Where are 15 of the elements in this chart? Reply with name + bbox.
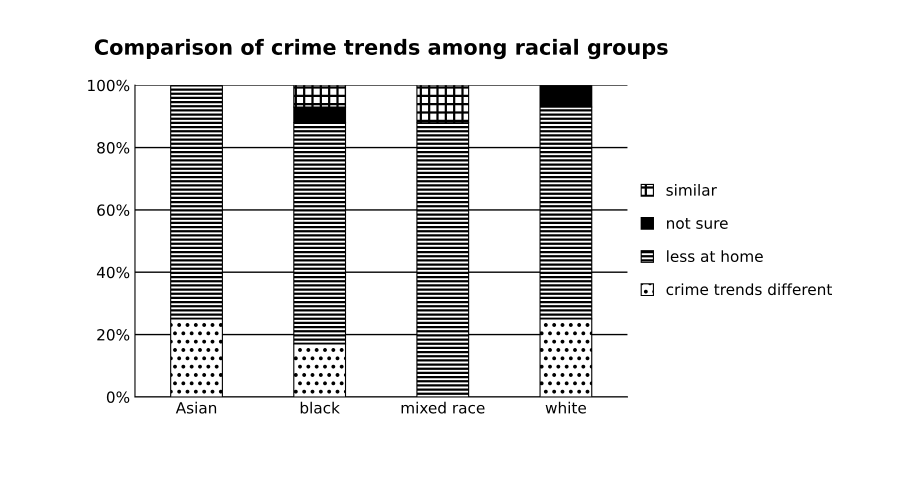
x-tick-label: Asian [176, 402, 216, 414]
x-tick-label: black [300, 402, 340, 414]
y-tick-label: 0% [106, 391, 130, 403]
y-tick-label: 60% [97, 204, 130, 216]
y-tick-label: 80% [97, 142, 130, 154]
y-tick-label: 100% [88, 80, 130, 92]
legend-label: less at home [667, 250, 763, 262]
y-tick-label: 20% [97, 329, 130, 341]
x-tick-label: white [546, 402, 586, 414]
legend-label: crime trends different [666, 283, 832, 296]
y-tick-label: 40% [96, 266, 130, 278]
legend-label: not sure [667, 218, 728, 229]
chart-title: Comparison of crime trends among racial groups [94, 38, 668, 60]
legend-label: similar [666, 184, 717, 196]
x-tick-label: mixed race [402, 402, 485, 414]
